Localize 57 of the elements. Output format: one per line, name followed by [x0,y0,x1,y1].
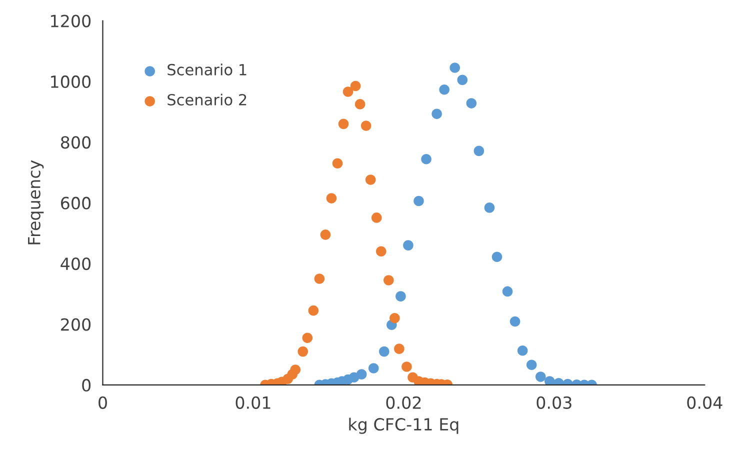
point [378,346,390,357]
y-tick-label: 400 [60,258,91,270]
x-tick-label: 0 [98,396,107,409]
point [402,362,412,372]
point [526,360,537,370]
point [326,193,337,204]
point [535,372,546,382]
point [338,118,349,130]
point [360,120,372,131]
point [457,74,468,86]
x-tick-label: 0.03 [536,396,572,409]
y-tick-label: 600 [61,196,91,210]
point [450,62,460,73]
x-tick-label: 0.01 [236,396,270,409]
point [421,154,432,164]
y-tick-label: 200 [61,318,91,331]
point [403,240,414,250]
y-tick-label: 0 [82,378,91,392]
point [356,369,367,380]
point [342,86,354,97]
legend-label: Scenario 1 [168,64,246,76]
y-tick-label: 1000 [51,75,91,88]
point [354,99,366,110]
point [432,108,442,120]
point [368,363,379,374]
point [308,305,319,316]
point [396,291,406,302]
point [510,316,520,327]
y-tick-label: 800 [60,136,91,149]
point [517,345,528,356]
point [484,202,495,213]
point [371,212,382,223]
point [365,174,376,185]
point [298,346,308,357]
x-axis-title: kg CFC-11 Eq [349,418,458,434]
point [466,98,477,108]
point [350,80,361,92]
point [320,230,331,240]
y-tick-label: 1200 [51,14,91,28]
point [314,274,325,284]
point [332,158,343,169]
point [384,275,394,286]
point [474,146,484,156]
legend-label: Scenario 2 [168,94,246,106]
point [502,286,513,297]
point [492,252,502,262]
x-tick-label: 0.04 [687,396,722,409]
point [302,332,313,344]
point [390,313,400,324]
point [544,376,555,385]
y-axis-title: Frequency [28,160,44,244]
point [414,196,424,206]
point [376,246,386,257]
x-tick-label: 0.02 [386,396,421,409]
point [439,84,450,95]
point [290,364,301,375]
point [394,344,404,354]
